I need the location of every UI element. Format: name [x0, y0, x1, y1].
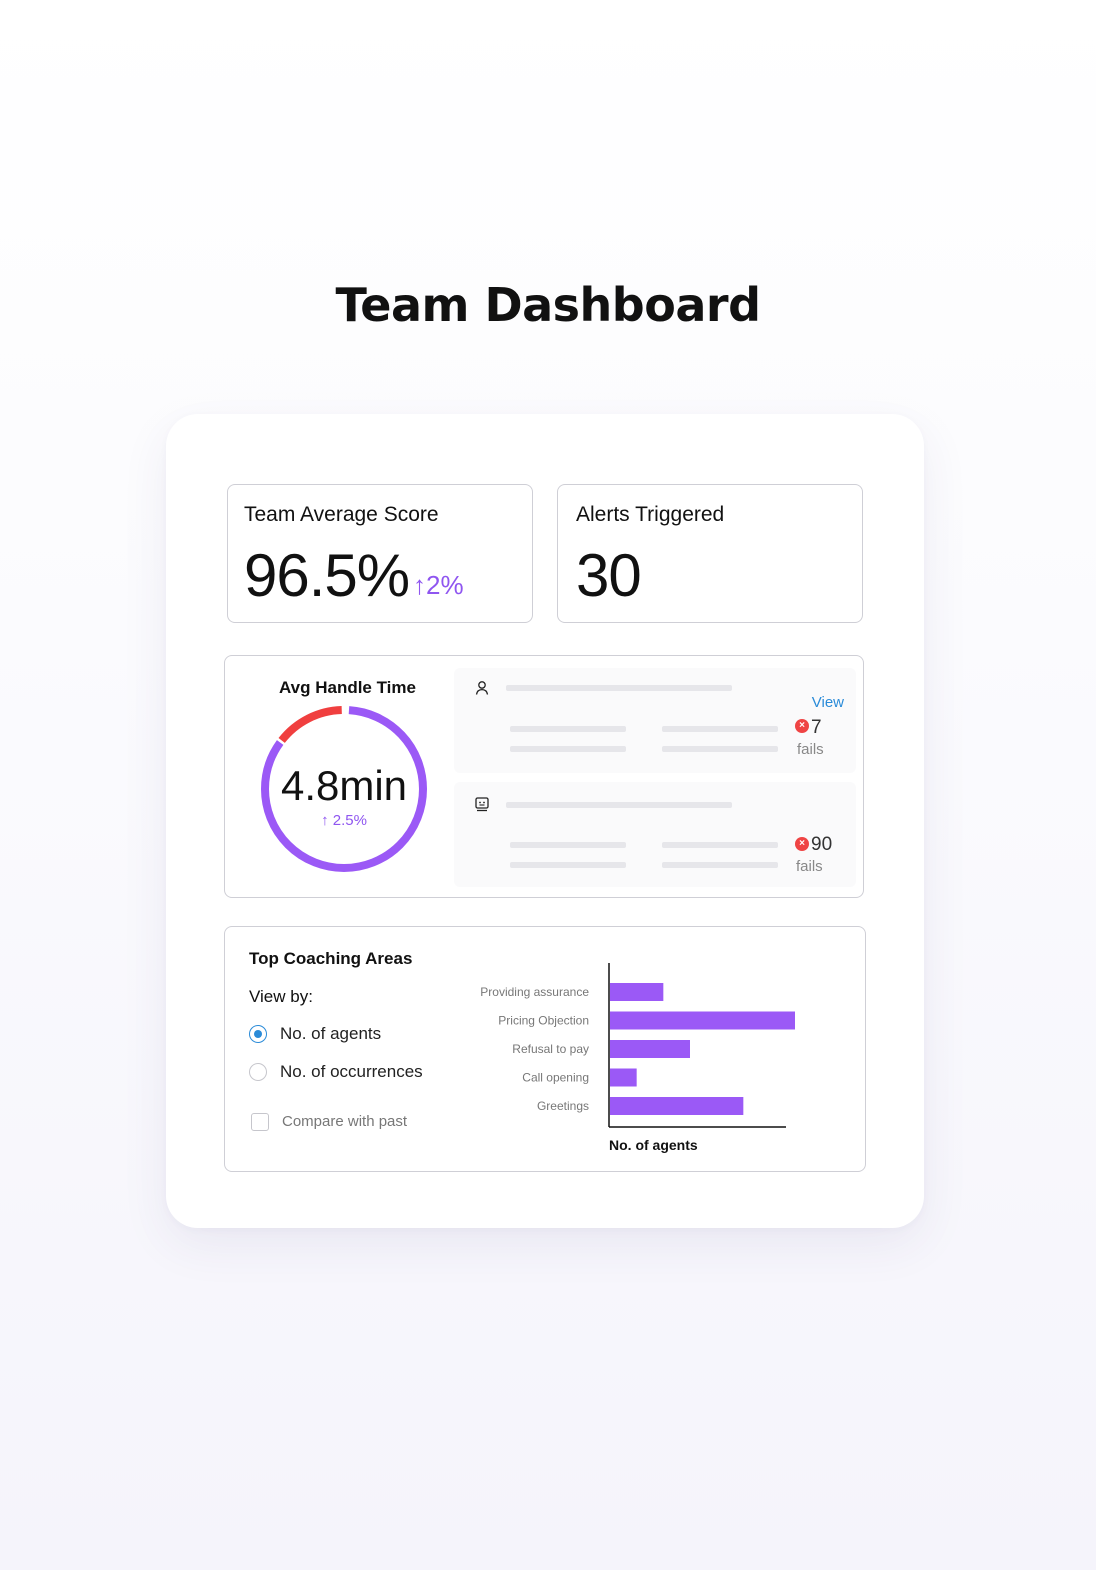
category-label: Refusal to pay — [512, 1042, 589, 1056]
placeholder-line — [662, 862, 778, 868]
x-axis-label: No. of agents — [609, 1137, 698, 1153]
bar — [610, 1040, 690, 1058]
coaching-bar-chart: Providing assurance Pricing Objection Refu… — [480, 963, 795, 1153]
placeholder-line — [510, 746, 626, 752]
fails-label: fails — [797, 741, 824, 758]
user-icon — [475, 681, 489, 695]
option-label: No. of agents — [280, 1024, 382, 1043]
category-label: Providing assurance — [480, 985, 589, 999]
team-average-score-card: Team Average Score 96.5% ↑2% — [227, 484, 533, 623]
alerts-triggered-value: 30 — [576, 542, 642, 609]
placeholder-line — [506, 685, 732, 691]
avg-handle-time-title: Avg Handle Time — [279, 678, 416, 697]
bot-fails-panel[interactable]: × 90 fails — [454, 782, 856, 887]
agent-bot-icon — [475, 797, 489, 812]
bar — [610, 1011, 795, 1030]
category-label: Pricing Objection — [498, 1014, 589, 1028]
placeholder-line — [510, 862, 626, 868]
alerts-triggered-title: Alerts Triggered — [576, 503, 725, 526]
page-title: Team Dashboard — [335, 278, 762, 332]
compare-label: Compare with past — [282, 1113, 408, 1130]
option-label: No. of occurrences — [280, 1062, 423, 1081]
top-coaching-areas-card: Top Coaching Areas View by: No. of agent… — [224, 926, 866, 1172]
view-by-label: View by: — [249, 987, 313, 1006]
team-average-score-title: Team Average Score — [244, 503, 439, 526]
agent-fails-panel[interactable]: View × 7 fails — [454, 668, 856, 773]
team-average-score-delta: ↑2% — [413, 570, 464, 600]
category-label: Greetings — [537, 1099, 589, 1113]
placeholder-line — [662, 842, 778, 848]
handle-time-ring — [261, 706, 427, 872]
fails-count: 7 — [811, 717, 822, 738]
fails-count: 90 — [811, 834, 833, 855]
view-link[interactable]: View — [811, 694, 844, 711]
bar — [610, 1097, 744, 1115]
radio-selected-icon[interactable] — [249, 1025, 267, 1043]
avg-handle-time-value: 4.8min — [280, 762, 408, 809]
checkbox-icon[interactable] — [251, 1113, 269, 1131]
avg-handle-time-card: Avg Handle Time 4.8min ↑ 2.5% View × 7 f… — [224, 655, 864, 898]
bar — [610, 1068, 637, 1087]
ring-primary-segment — [261, 706, 427, 872]
category-label: Call opening — [522, 1071, 589, 1085]
fail-x-icon: × — [795, 837, 809, 851]
placeholder-line — [662, 726, 778, 732]
team-average-score-value: 96.5% — [244, 542, 410, 609]
avg-handle-time-delta: ↑ 2.5% — [321, 812, 367, 829]
coaching-title: Top Coaching Areas — [249, 949, 413, 968]
placeholder-line — [510, 726, 626, 732]
placeholder-line — [506, 802, 732, 808]
placeholder-line — [510, 842, 626, 848]
fails-label: fails — [796, 858, 823, 875]
alerts-triggered-card: Alerts Triggered 30 — [557, 484, 863, 623]
bar — [610, 983, 664, 1001]
radio-unselected-icon[interactable] — [249, 1063, 267, 1081]
fail-x-icon: × — [795, 719, 809, 733]
placeholder-line — [662, 746, 778, 752]
